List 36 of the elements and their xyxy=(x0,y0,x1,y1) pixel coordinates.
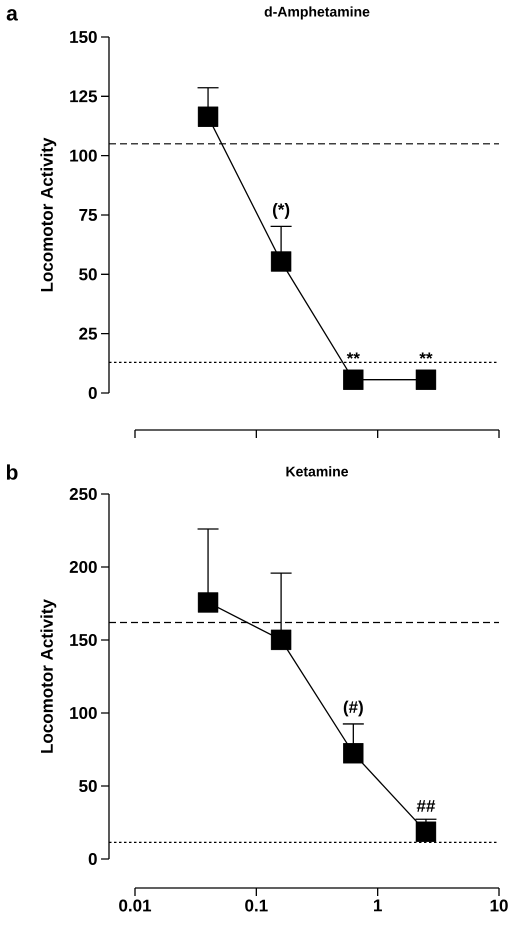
y-tick-label: 75 xyxy=(79,209,98,221)
y-tick-label: 150 xyxy=(70,634,97,646)
y-tick-label: 0 xyxy=(88,386,97,400)
x-tick-label: 0.01 xyxy=(119,900,152,912)
annotation: (#) xyxy=(344,700,363,716)
y-tick-label: 50 xyxy=(79,268,97,280)
point xyxy=(343,370,364,390)
text: a xyxy=(6,9,18,21)
annotation: ## xyxy=(416,800,436,812)
point xyxy=(270,251,292,272)
y-axis-title: Locomotor Activity xyxy=(40,599,56,753)
x-tick-label: 1 xyxy=(374,900,382,912)
chart-title: d-Amphetamine xyxy=(264,6,370,20)
y-tick-label: 100 xyxy=(70,706,97,720)
chart-title: Ketamine xyxy=(286,466,348,476)
y-tick-label: 100 xyxy=(70,150,97,162)
point xyxy=(270,630,292,650)
point xyxy=(416,822,436,842)
annotation: ** xyxy=(419,352,433,359)
y-tick-label: 125 xyxy=(70,90,98,102)
y-axis-title: Locomotor Activity xyxy=(40,138,56,292)
x-tick-label: 10 xyxy=(490,900,508,912)
text: b xyxy=(6,464,18,480)
y-tick-label: 150 xyxy=(70,30,97,44)
y-tick-label: 50 xyxy=(79,780,97,792)
x-tick-label: 0.1 xyxy=(245,900,268,912)
point xyxy=(343,743,364,764)
annotation: ** xyxy=(346,352,360,359)
y-tick-label: 0 xyxy=(88,852,97,866)
annotation: (*) xyxy=(272,203,290,219)
y-tick-label: 200 xyxy=(70,560,97,574)
point xyxy=(198,592,218,613)
y-tick-label: 250 xyxy=(70,488,97,500)
point xyxy=(198,106,218,127)
point xyxy=(416,370,436,390)
y-tick-label: 25 xyxy=(79,328,98,340)
